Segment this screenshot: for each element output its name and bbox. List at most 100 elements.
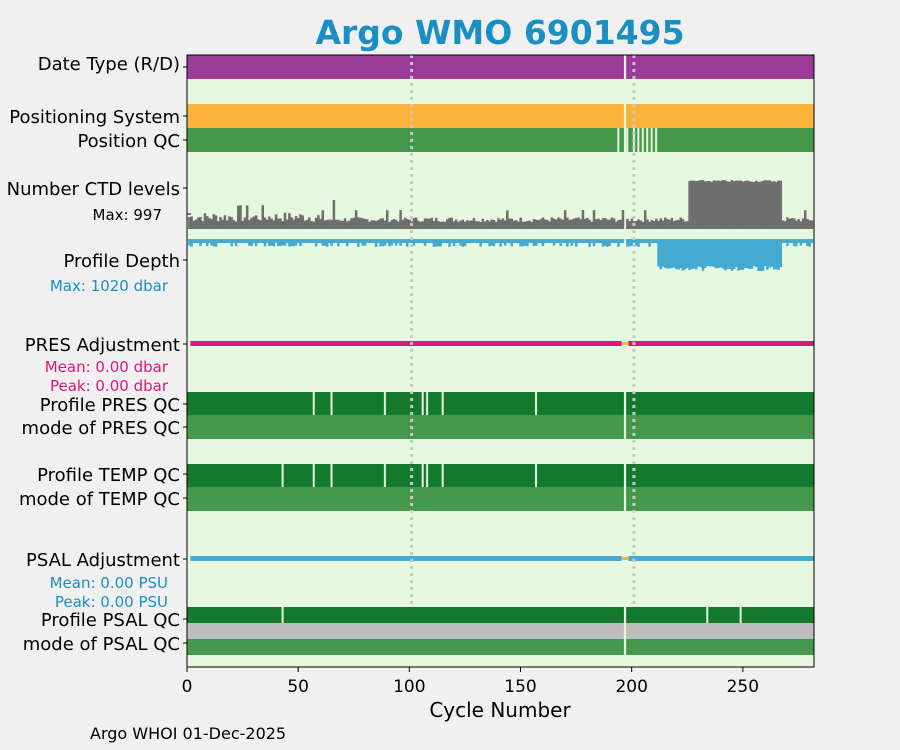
depth-bar-176: [577, 239, 580, 243]
depth-bar-276: [799, 239, 803, 246]
depth-bar-281: [810, 239, 814, 243]
ctd-bar-239: [717, 180, 720, 229]
depth-bar-222: [679, 239, 683, 269]
psal-adj-line-right: [628, 556, 814, 561]
depth-bar-271: [788, 239, 791, 243]
depth-bar-11: [210, 239, 213, 246]
ctd-bar-127: [468, 220, 471, 229]
ctd-bar-253: [748, 181, 751, 229]
ctd-bar-69: [339, 220, 342, 229]
ctd-bar-124: [461, 219, 465, 229]
label-profile-pres-qc: Profile PRES QC: [40, 395, 180, 416]
ctd-bar-266: [777, 180, 780, 229]
ctd-bar-88: [381, 218, 385, 229]
depth-bar-177: [579, 239, 582, 243]
ctd-bar-202: [635, 220, 638, 229]
depth-bar-185: [597, 239, 600, 243]
ctd-bar-98: [403, 217, 407, 229]
ctd-bar-4: [194, 219, 198, 229]
depth-bar-76: [354, 239, 358, 243]
depth-bar-145: [508, 239, 511, 243]
ctd-bar-20: [230, 217, 233, 229]
ctd-bar-111: [432, 220, 436, 229]
ctd-bar-113: [437, 221, 440, 229]
depth-bar-241: [721, 239, 725, 269]
depth-bar-9: [205, 239, 209, 247]
ctd-bar-13: [214, 215, 218, 229]
depth-bar-272: [790, 239, 794, 243]
depth-bar-193: [615, 239, 618, 243]
depth-bar-192: [612, 239, 616, 243]
ctd-bar-228: [692, 180, 696, 229]
ctd-bar-138: [492, 219, 496, 229]
ctd-bar-123: [459, 220, 462, 229]
ctd-bar-84: [372, 220, 376, 229]
ctd-bar-28: [248, 220, 251, 229]
ctd-bar-131: [477, 221, 480, 229]
depth-bar-181: [588, 239, 591, 247]
depth-bar-138: [492, 239, 496, 247]
ctd-bar-244: [728, 181, 731, 229]
ctd-bar-96: [399, 210, 402, 229]
ctd-bar-256: [755, 180, 758, 229]
position-qc-band-left: [187, 128, 624, 152]
depth-bar-158: [537, 239, 540, 243]
ctd-bar-273: [792, 218, 796, 229]
depth-bar-126: [466, 239, 469, 243]
depth-bar-231: [699, 239, 703, 268]
label-ctd-levels: Number CTD levels: [7, 179, 180, 200]
depth-bar-182: [590, 239, 594, 243]
ctd-bar-154: [528, 220, 531, 229]
ctd-bar-50: [297, 217, 300, 229]
depth-bar-201: [632, 239, 636, 243]
depth-bar-70: [341, 239, 345, 243]
ctd-bar-140: [497, 218, 500, 229]
ctd-bar-234: [706, 180, 709, 229]
ctd-bar-90: [385, 210, 389, 229]
ctd-bar-1: [188, 217, 191, 229]
ctd-bar-180: [586, 217, 589, 229]
ctd-bar-125: [463, 221, 467, 229]
depth-bar-120: [452, 239, 456, 247]
depth-bar-6: [199, 239, 202, 247]
depth-bar-247: [735, 239, 738, 268]
depth-bar-7: [201, 239, 204, 243]
depth-bar-37: [268, 239, 271, 247]
depth-bar-113: [437, 239, 440, 247]
ctd-bar-206: [643, 210, 647, 229]
ctd-bar-91: [388, 221, 391, 229]
depth-bar-190: [608, 239, 611, 246]
depth-bar-199: [628, 239, 631, 247]
ctd-bar-218: [670, 217, 674, 229]
ctd-bar-174: [572, 218, 576, 229]
profile-psal-qc-band-right: [626, 607, 814, 623]
ctd-bar-242: [723, 180, 727, 229]
row-ticks: [183, 66, 191, 644]
depth-bar-140: [497, 239, 500, 243]
ctd-bar-8: [203, 213, 207, 229]
ctd-bar-248: [737, 180, 740, 229]
pres-qc-mark-2: [383, 392, 386, 415]
ctd-bar-130: [474, 221, 478, 229]
ctd-bar-264: [772, 181, 776, 229]
ctd-bar-47: [290, 217, 293, 229]
depth-bar-245: [730, 239, 734, 271]
ctd-bar-65: [330, 219, 333, 229]
profile-temp-qc-band-left: [187, 464, 624, 487]
depth-bar-134: [483, 239, 487, 243]
depth-bar-280: [808, 239, 811, 247]
depth-bar-137: [490, 239, 494, 246]
depth-bar-54: [305, 239, 309, 243]
depth-bar-254: [750, 239, 754, 269]
psal-qc-mark-2: [739, 607, 742, 623]
ctd-bar-63: [325, 219, 329, 229]
depth-bar-69: [339, 239, 342, 243]
ctd-bar-185: [597, 218, 600, 229]
ctd-bar-58: [314, 217, 318, 229]
ctd-bar-86: [377, 220, 380, 229]
depth-bar-228: [692, 239, 696, 269]
ctd-bar-60: [319, 218, 322, 229]
temp-qc-mark-6: [441, 464, 444, 487]
ctd-bar-22: [234, 221, 238, 229]
depth-bar-91: [388, 239, 391, 247]
